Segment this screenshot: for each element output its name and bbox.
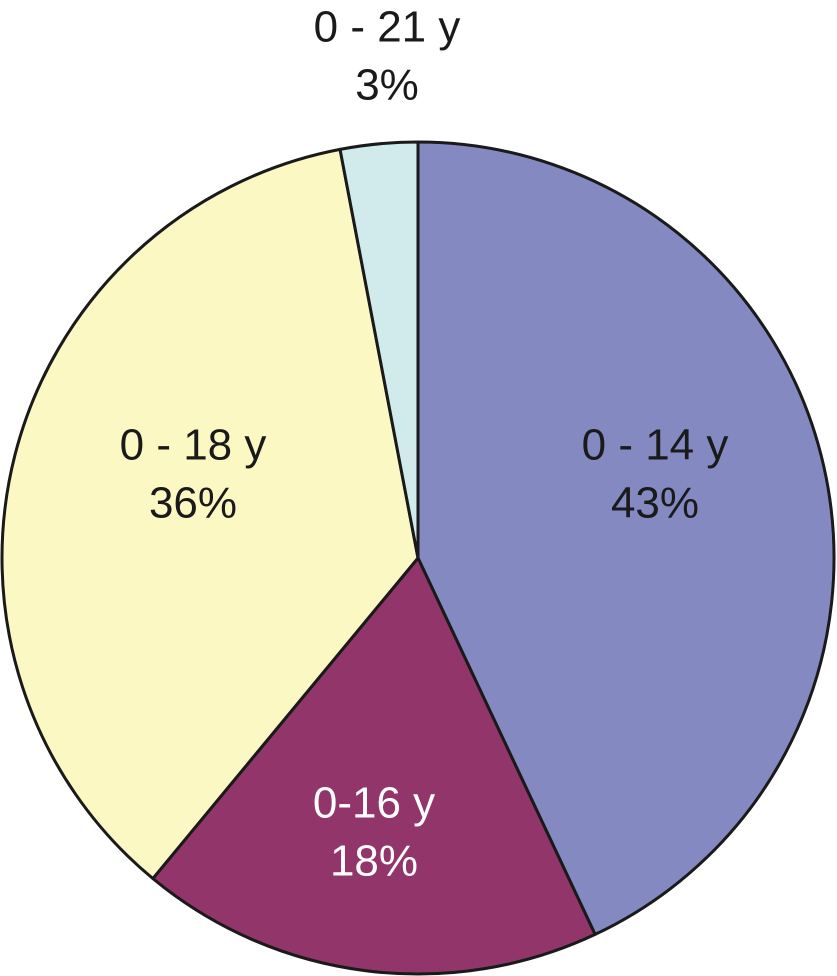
- pie-slice-0-18-y: [0, 147, 420, 881]
- slice-label: 0-16 y: [313, 779, 435, 828]
- pie-labels: 0 - 14 y 43% 0-16 y 18% 0 - 18 y 36% 0 - 21 y 3…: [120, 3, 729, 886]
- slice-label: 0 - 21 y: [314, 3, 461, 52]
- slice-label: 0 - 14 y: [582, 421, 729, 470]
- slice-value-label: 18%: [330, 837, 418, 886]
- pie-slice-0-16-y: [151, 556, 597, 976]
- slice-value-label: 3%: [355, 61, 419, 110]
- pie-slice-0-14-y: [416, 140, 836, 936]
- slice-label: 0 - 18 y: [120, 421, 267, 470]
- pie-slice-0-21-y: [338, 140, 420, 560]
- pie-slices: [0, 140, 836, 976]
- slice-value-label: 43%: [611, 479, 699, 528]
- slice-value-label: 36%: [149, 479, 237, 528]
